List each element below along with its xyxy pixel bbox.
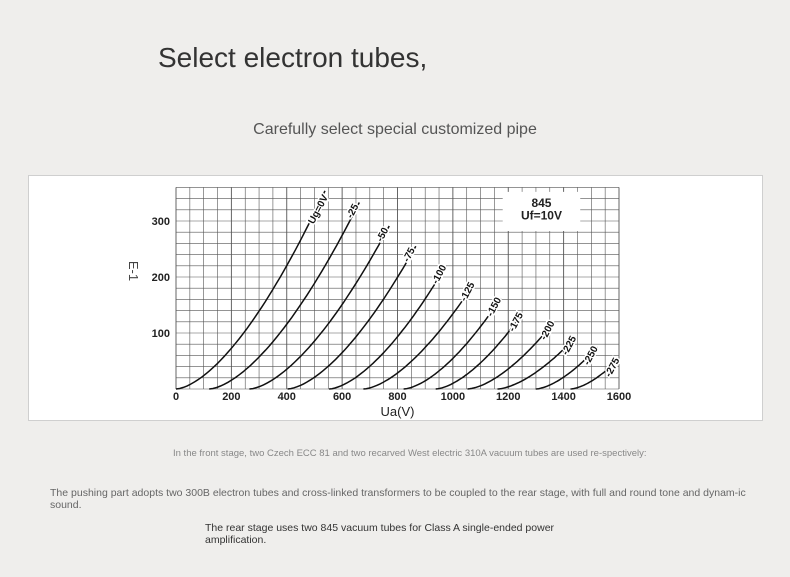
curve-200	[467, 321, 555, 390]
curve-label: -75	[401, 246, 418, 264]
x-tick-label: 0	[173, 391, 179, 403]
curve-label: -25	[345, 202, 362, 220]
rear-stage-text: The rear stage uses two 845 vacuum tubes…	[205, 522, 555, 546]
curve-125	[363, 282, 475, 390]
y-tick-label: 200	[152, 272, 170, 284]
curve-175	[435, 312, 524, 390]
curve-label: -225	[560, 334, 579, 357]
curve-25	[209, 202, 360, 390]
side-label: E-1	[126, 261, 141, 281]
curve-100	[329, 265, 447, 390]
curve-275	[570, 358, 620, 390]
y-tick-label: 100	[152, 328, 170, 340]
curve-150	[403, 297, 502, 390]
chart-title: 845	[531, 196, 551, 210]
front-stage-text: In the front stage, two Czech ECC 81 and…	[173, 448, 647, 459]
page-title: Select electron tubes,	[158, 42, 428, 73]
x-tick-label: 1200	[496, 391, 520, 403]
curve-75	[287, 245, 417, 390]
x-tick-label: 1600	[607, 391, 631, 403]
x-tick-label: 800	[388, 391, 406, 403]
y-tick-label: 300	[152, 216, 170, 228]
chart-container: 845 Uf=10V 0 200 400 600 800 1000 1200 1400 1600 10…	[28, 175, 763, 421]
curve-label: -50	[375, 226, 392, 244]
page-subtitle: Carefully select special customized pipe	[253, 121, 537, 138]
x-tick-label: 1000	[441, 391, 465, 403]
curve-label: -100	[430, 263, 449, 286]
legend-box	[502, 191, 581, 231]
curve-250	[535, 346, 598, 390]
x-tick-label: 200	[222, 391, 240, 403]
x-axis-label: Ua(V)	[381, 404, 415, 419]
curve-label: -275	[603, 356, 622, 379]
curve-Ug0V	[175, 190, 326, 390]
x-tick-label: 1400	[551, 391, 575, 403]
x-tick-label: 600	[333, 391, 351, 403]
curve-50	[249, 225, 390, 390]
curve-225	[497, 336, 577, 390]
push-stage-text: The pushing part adopts two 300B electro…	[50, 487, 746, 511]
curve-label: -150	[485, 295, 504, 318]
x-tick-label: 400	[278, 391, 296, 403]
curve-label: -125	[458, 280, 477, 303]
chart-subtitle: Uf=10V	[521, 208, 562, 222]
curve-label: -200	[538, 319, 557, 342]
